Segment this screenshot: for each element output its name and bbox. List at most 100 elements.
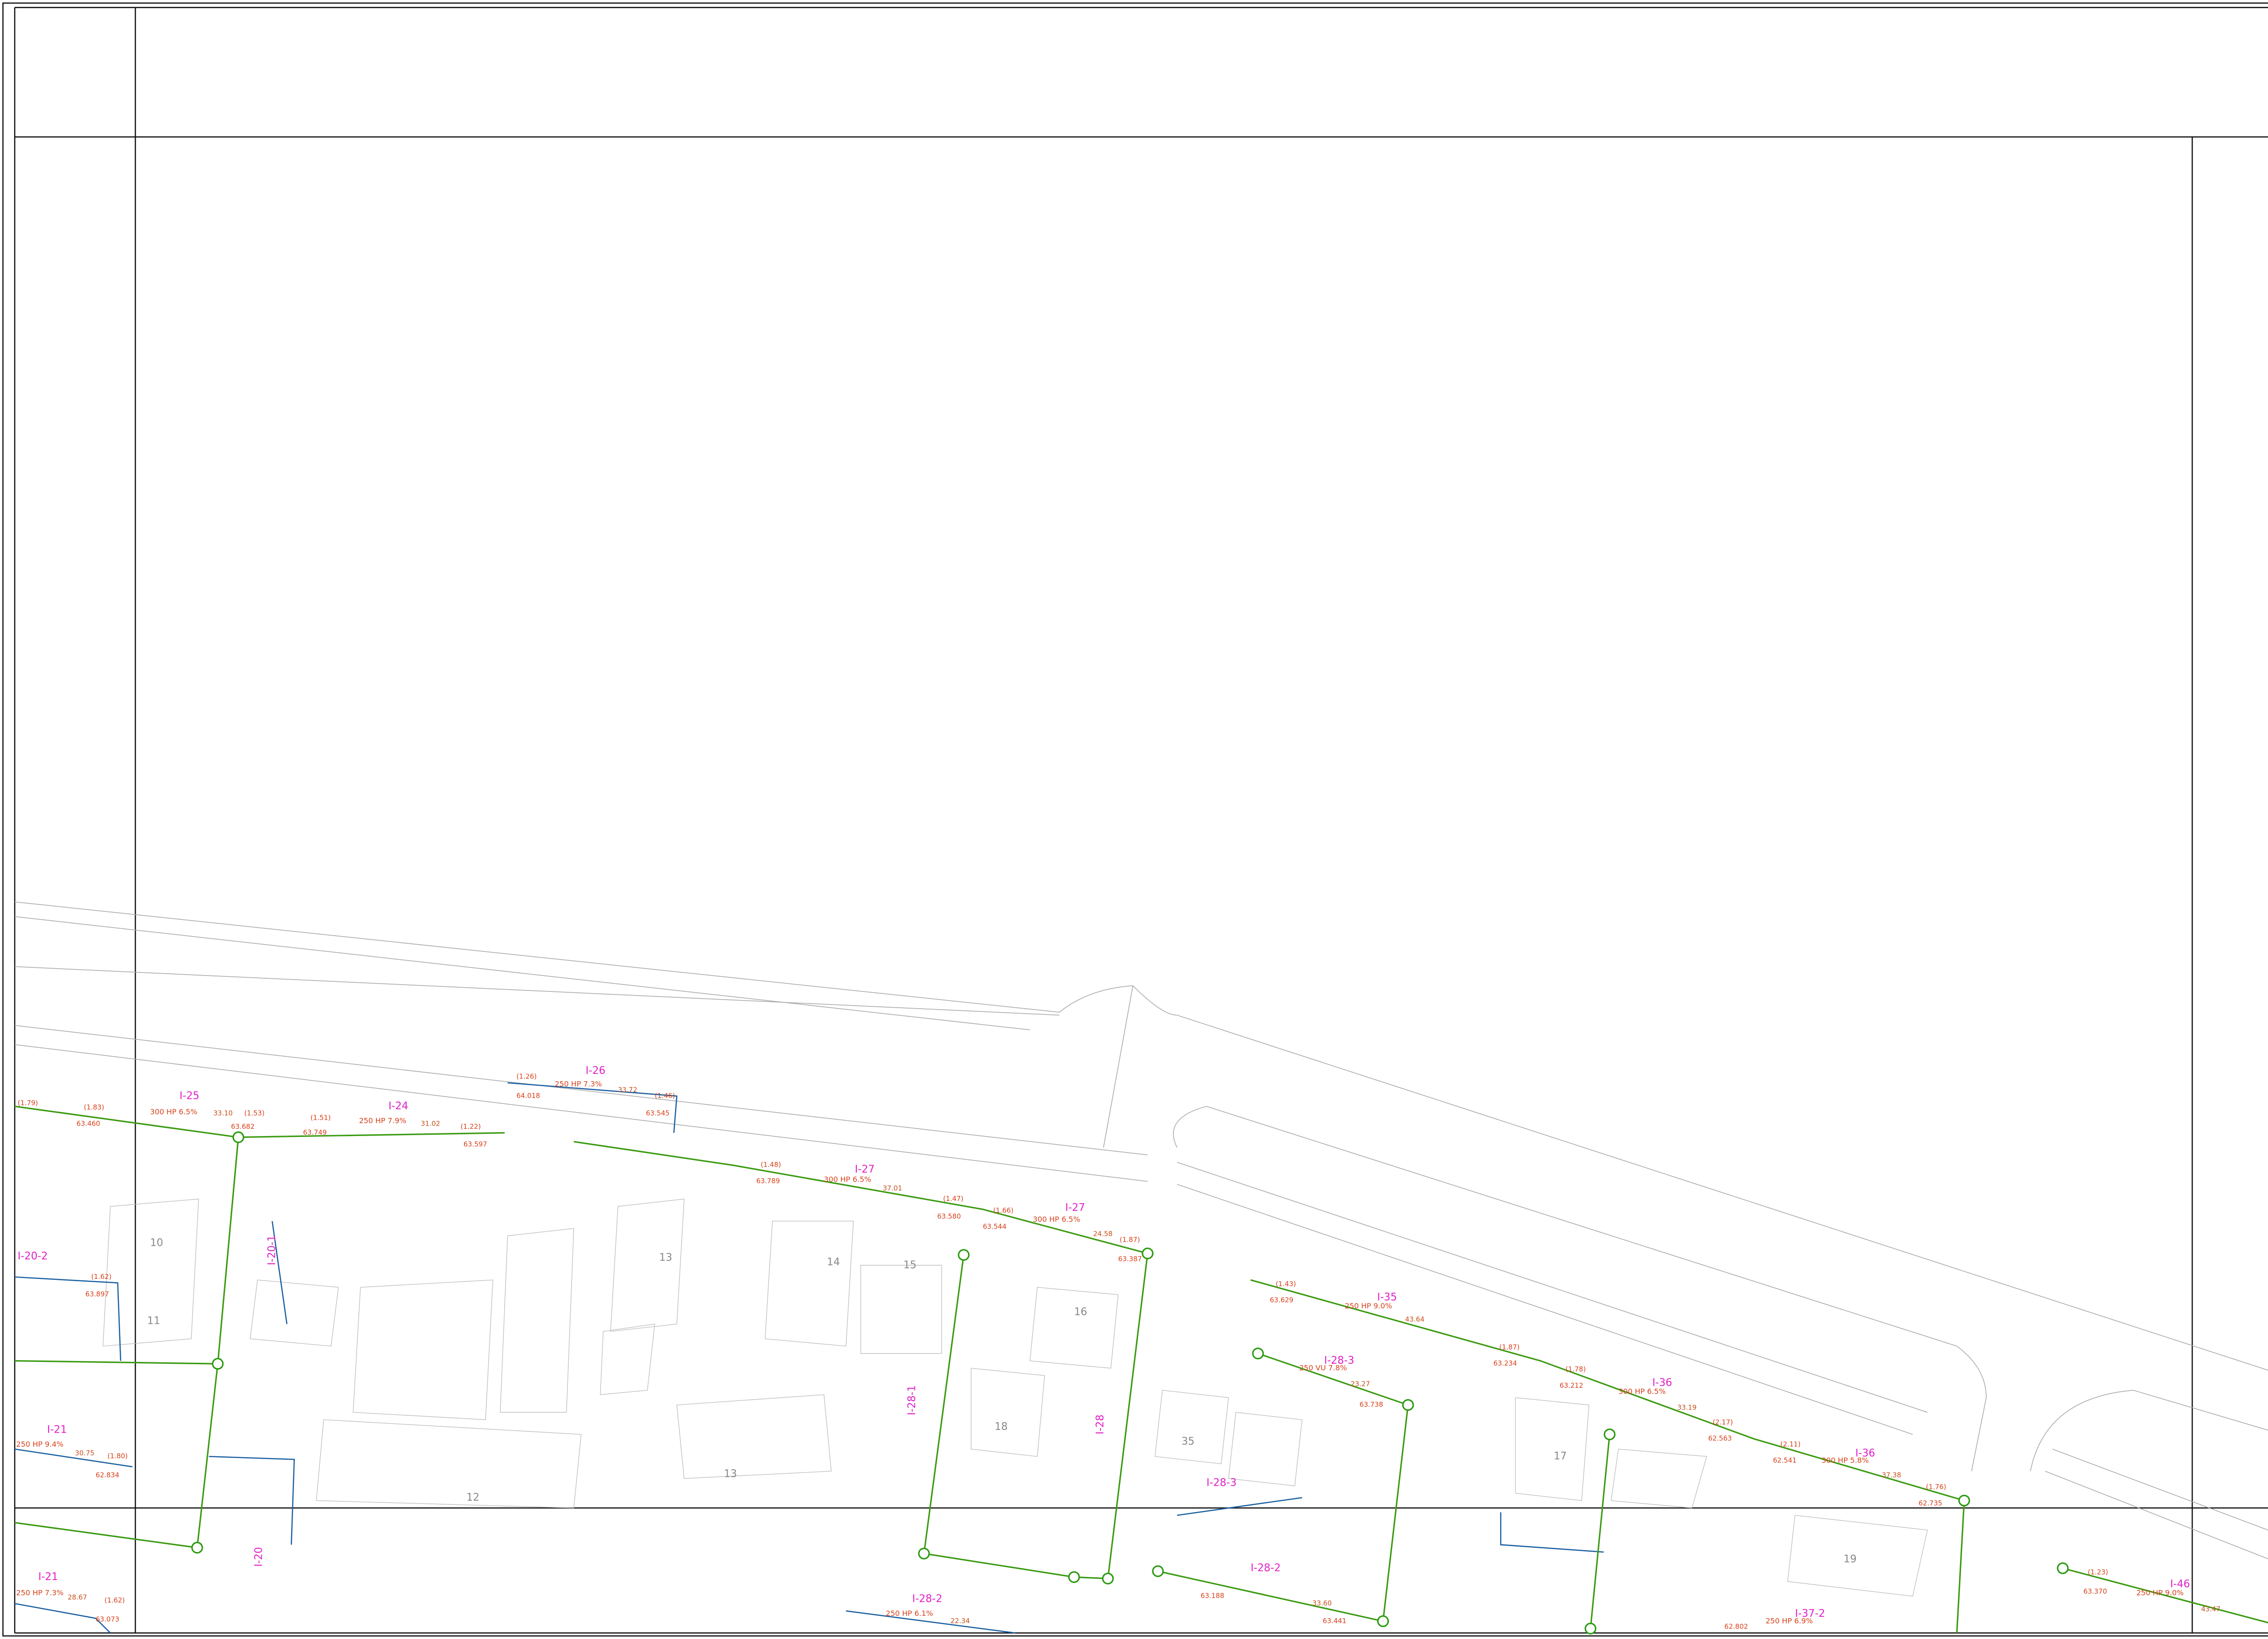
pipe-label: I-28-1 xyxy=(906,1385,918,1415)
pipe-label: I-21 xyxy=(38,1571,58,1583)
length: 28.67 xyxy=(68,1593,87,1601)
pipe-label: I-36 xyxy=(1855,1448,1875,1459)
lot-number: 15 xyxy=(904,1259,917,1271)
length: 23.27 xyxy=(1351,1380,1370,1388)
depth: (2.17) xyxy=(1713,1418,1733,1426)
pipe-label: I-26 xyxy=(586,1065,606,1077)
elevation: 62.834 xyxy=(96,1471,119,1479)
length: 43.47 xyxy=(2201,1605,2220,1613)
pipe-spec: 300 HP 6.5% xyxy=(824,1175,871,1184)
elevation: 63.234 xyxy=(1493,1359,1517,1367)
lot-number: 19 xyxy=(1843,1553,1857,1565)
pipe-spec: 250 HP 6.9% xyxy=(1765,1616,1813,1625)
length: 33.10 xyxy=(213,1109,233,1117)
elevation: 63.897 xyxy=(85,1290,109,1298)
elevation: 63.387 xyxy=(1118,1255,1142,1263)
pipe-spec: 250 HP 9.0% xyxy=(1345,1302,1392,1310)
lot-number: 35 xyxy=(1182,1436,1195,1448)
length: 30.75 xyxy=(75,1449,94,1457)
depth: (1.78) xyxy=(1565,1365,1586,1373)
depth: (1.76) xyxy=(1926,1483,1946,1491)
depth: (1.83) xyxy=(84,1103,104,1112)
depth: (1.47) xyxy=(943,1195,963,1203)
depth: (1.80) xyxy=(108,1452,128,1460)
lot-number: 17 xyxy=(1554,1450,1567,1462)
depth: (1.62) xyxy=(91,1273,112,1281)
pipe-spec: 250 VU 7.8% xyxy=(1299,1363,1347,1372)
pipe-label: I-27 xyxy=(855,1163,875,1175)
pipe-label: I-28-3 xyxy=(1324,1355,1354,1366)
pipe-spec: 300 HP 6.5% xyxy=(150,1107,197,1116)
pipe-label: I-21 xyxy=(47,1424,67,1436)
depth: (1.66) xyxy=(993,1206,1013,1215)
pipe-spec: 250 HP 7.3% xyxy=(16,1589,64,1597)
pipe-spec: 300 HP 6.5% xyxy=(1033,1215,1080,1224)
pipe-label: I-24 xyxy=(388,1100,408,1112)
depth: (1.51) xyxy=(310,1113,331,1122)
pipe-spec: 250 HP 6.1% xyxy=(886,1609,933,1618)
length: 37.38 xyxy=(1882,1471,1901,1479)
lengths: 33.10 31.02 33.72 37.01 24.58 43.64 33.1… xyxy=(68,1086,2220,1625)
buildings xyxy=(103,1199,1928,1597)
length: 24.58 xyxy=(1093,1230,1113,1238)
elevation: 63.544 xyxy=(983,1222,1007,1230)
depth: (1.43) xyxy=(1276,1280,1296,1288)
pipe-label: I-20-1 xyxy=(266,1235,278,1265)
depth: (2.11) xyxy=(1780,1440,1801,1449)
lot-number: 12 xyxy=(466,1492,479,1503)
pipe-spec: 250 HP 9.0% xyxy=(2136,1589,2184,1597)
elevation: 63.370 xyxy=(2083,1587,2107,1595)
depth: (1.62) xyxy=(104,1596,125,1604)
depth: (1.22) xyxy=(460,1122,481,1131)
lot-number: 13 xyxy=(659,1252,672,1263)
elevation: 63.460 xyxy=(77,1119,100,1127)
elevations: 63.460 63.682 63.749 63.597 64.018 63.54… xyxy=(77,1092,2107,1631)
depth: (1.79) xyxy=(18,1099,38,1107)
elevation: 62.563 xyxy=(1708,1434,1732,1443)
length: 31.02 xyxy=(421,1119,440,1127)
pipe-spec: 300 HP 5.8% xyxy=(1822,1456,1869,1465)
length: 22.34 xyxy=(950,1617,970,1625)
pipe-label: I-46 xyxy=(2170,1578,2190,1590)
sewer-pipes xyxy=(15,1105,2268,1633)
blue-lines xyxy=(15,1082,1604,1634)
pipe-label: I-25 xyxy=(180,1090,200,1102)
pipe-label: I-20-2 xyxy=(18,1250,48,1262)
pipe-label: I-20 xyxy=(253,1547,264,1567)
elevation: 63.212 xyxy=(1559,1381,1583,1390)
lot-number: 16 xyxy=(1074,1306,1087,1318)
elevation: 62.802 xyxy=(1725,1623,1748,1631)
elevation: 62.541 xyxy=(1773,1456,1797,1464)
elevation: 63.441 xyxy=(1323,1617,1346,1625)
lot-number: 11 xyxy=(147,1315,160,1327)
roads xyxy=(15,901,2268,1560)
elevation: 63.749 xyxy=(303,1128,327,1137)
elevation: 63.188 xyxy=(1201,1592,1224,1600)
elevation: 63.789 xyxy=(756,1177,780,1185)
pipe-labels: I-26 I-25 I-24 I-27 I-27 I-35 I-28-3 I-3… xyxy=(18,1065,2190,1619)
length: 33.19 xyxy=(1677,1403,1697,1411)
lot-numbers: 13 14 15 16 18 12 13 35 17 19 10 11 xyxy=(147,1237,1857,1565)
elevation: 63.738 xyxy=(1359,1400,1383,1409)
pipe-label: I-36 xyxy=(1652,1377,1672,1389)
depth: (1.48) xyxy=(761,1161,781,1169)
depth: (1.26) xyxy=(517,1073,537,1081)
elevation: 63.580 xyxy=(937,1212,961,1220)
pipe-label: I-27 xyxy=(1065,1202,1085,1214)
pipe-specs: 300 HP 6.5% 250 HP 7.9% 250 HP 7.3% 300 … xyxy=(16,1079,2184,1625)
depths: (1.79) (1.83) (1.53) (1.51) (1.22) (1.26… xyxy=(18,1073,2108,1605)
pipe-spec: 250 HP 7.3% xyxy=(555,1079,602,1088)
lot-number: 13 xyxy=(724,1468,737,1480)
pipe-label: I-28-2 xyxy=(912,1593,942,1605)
elevation: 63.073 xyxy=(96,1615,119,1624)
elevation: 63.545 xyxy=(646,1109,670,1117)
length: 37.01 xyxy=(883,1184,902,1192)
pipe-label: I-35 xyxy=(1377,1292,1397,1303)
depth: (1.46) xyxy=(655,1092,675,1100)
elevation: 63.597 xyxy=(464,1140,487,1148)
lot-number: 14 xyxy=(827,1256,840,1268)
manholes xyxy=(191,1131,2069,1634)
depth: (1.87) xyxy=(1499,1343,1520,1351)
